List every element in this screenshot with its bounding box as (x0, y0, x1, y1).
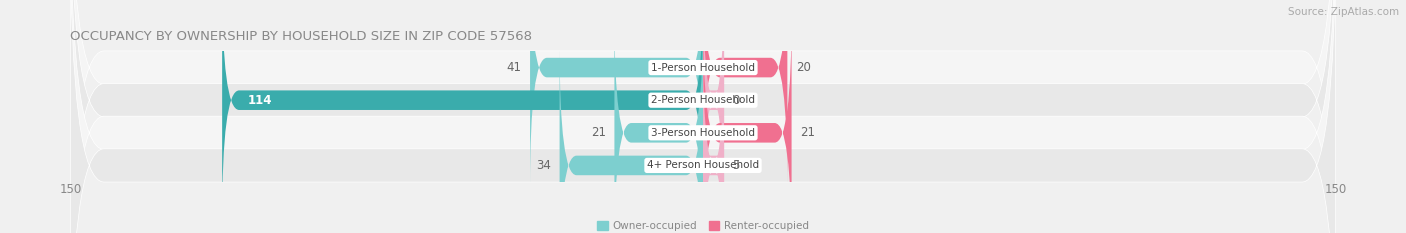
FancyBboxPatch shape (70, 0, 1336, 233)
FancyBboxPatch shape (703, 12, 792, 233)
FancyBboxPatch shape (703, 0, 724, 221)
Text: 41: 41 (506, 61, 522, 74)
FancyBboxPatch shape (222, 0, 703, 221)
Text: 3-Person Household: 3-Person Household (651, 128, 755, 138)
Text: 0: 0 (733, 94, 740, 107)
FancyBboxPatch shape (703, 45, 724, 233)
Text: 1-Person Household: 1-Person Household (651, 63, 755, 72)
FancyBboxPatch shape (70, 0, 1336, 233)
Text: 4+ Person Household: 4+ Person Household (647, 161, 759, 170)
Text: 5: 5 (733, 159, 740, 172)
FancyBboxPatch shape (703, 0, 787, 188)
FancyBboxPatch shape (70, 0, 1336, 233)
Text: 20: 20 (796, 61, 811, 74)
Legend: Owner-occupied, Renter-occupied: Owner-occupied, Renter-occupied (593, 217, 813, 233)
Text: 2-Person Household: 2-Person Household (651, 95, 755, 105)
Text: 21: 21 (800, 126, 815, 139)
Text: Source: ZipAtlas.com: Source: ZipAtlas.com (1288, 7, 1399, 17)
Text: 21: 21 (591, 126, 606, 139)
FancyBboxPatch shape (614, 12, 703, 233)
Text: 34: 34 (536, 159, 551, 172)
FancyBboxPatch shape (560, 45, 703, 233)
FancyBboxPatch shape (530, 0, 703, 188)
FancyBboxPatch shape (70, 0, 1336, 233)
Text: OCCUPANCY BY OWNERSHIP BY HOUSEHOLD SIZE IN ZIP CODE 57568: OCCUPANCY BY OWNERSHIP BY HOUSEHOLD SIZE… (70, 30, 533, 43)
Text: 114: 114 (247, 94, 271, 107)
